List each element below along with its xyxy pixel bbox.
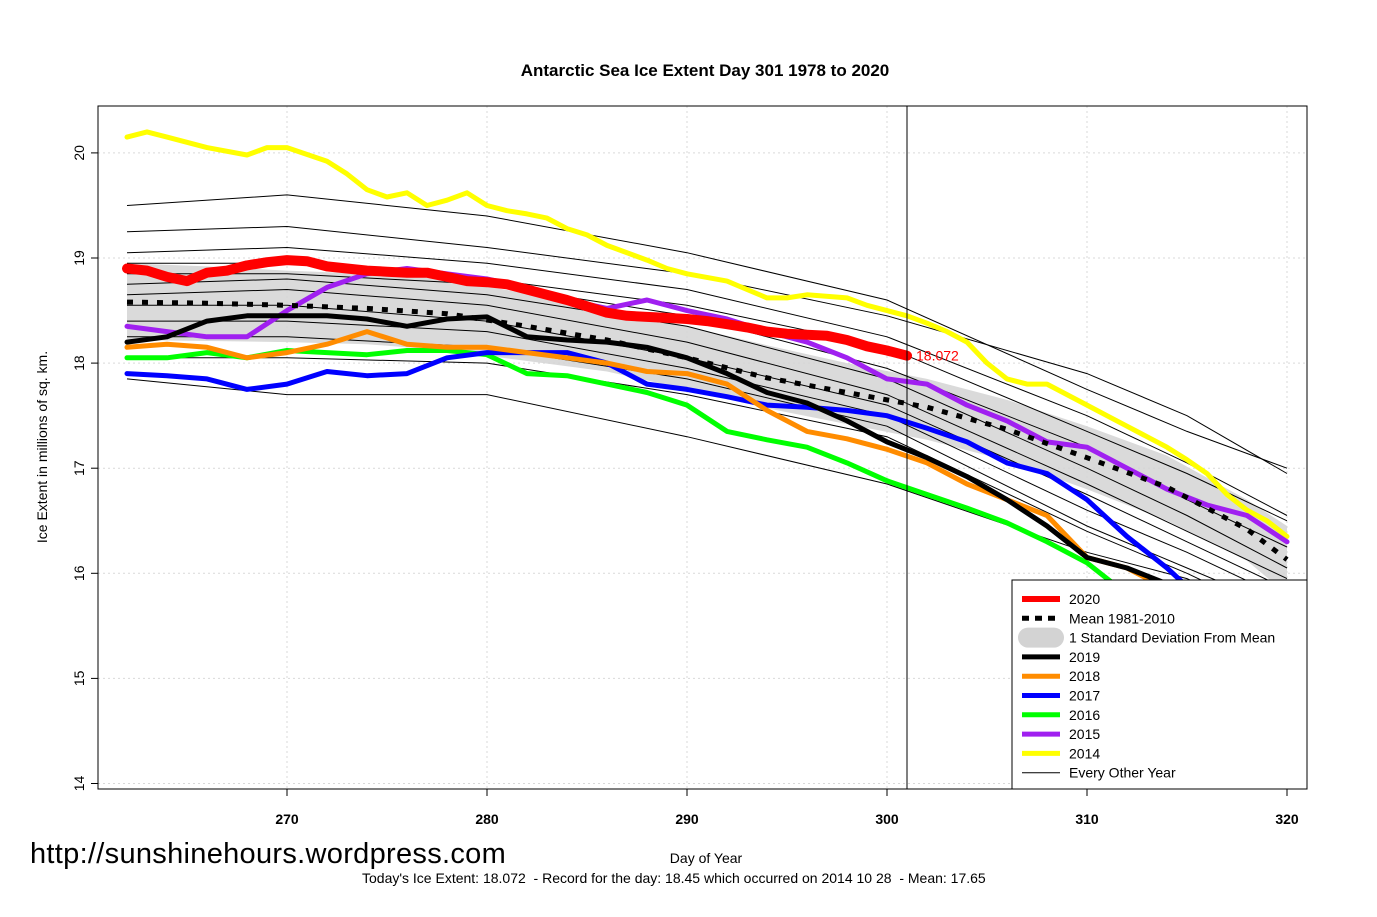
legend-label-2017: 2017 xyxy=(1069,688,1100,704)
series-line-2014 xyxy=(124,129,1290,539)
series-lines xyxy=(122,129,1290,765)
x-tick-label: 300 xyxy=(875,811,899,827)
every-other-year-line-11 xyxy=(127,357,1288,622)
x-axis: 270 280 290 300 310 320 xyxy=(275,789,1299,827)
series-line-2017 xyxy=(124,350,1290,666)
y-axis: 14 15 16 17 18 19 20 xyxy=(71,145,98,791)
x-tick-label: 290 xyxy=(675,811,699,827)
current-value-label: 18.072 xyxy=(916,348,959,364)
series-line-2016 xyxy=(124,348,1290,765)
every-other-year-line-1 xyxy=(126,194,1288,469)
watermark-url: http://sunshinehours.wordpress.com xyxy=(30,838,507,870)
x-tick-label: 310 xyxy=(1075,811,1099,827)
legend: 2020 Mean 1981-2010 1 Standard Deviation F… xyxy=(1011,579,1308,790)
legend-label-2020: 2020 xyxy=(1069,591,1100,607)
legend-label-2018: 2018 xyxy=(1069,668,1100,684)
every-other-year-line-6 xyxy=(126,278,1288,569)
x-tick-label: 320 xyxy=(1275,811,1299,827)
legend-box xyxy=(1011,579,1308,790)
y-tick-label: 18 xyxy=(71,355,87,371)
y-tick-label: 19 xyxy=(71,250,87,266)
x-tick-label: 280 xyxy=(475,811,499,827)
every-other-year-line-8 xyxy=(127,304,1288,590)
series-line-2015 xyxy=(124,266,1290,545)
y-tick-label: 20 xyxy=(71,145,87,161)
series-line-mean-1981-2010 xyxy=(126,299,1289,562)
legend-label-2019: 2019 xyxy=(1069,649,1100,665)
legend-label-2014: 2014 xyxy=(1069,745,1100,761)
every-other-year-line-9 xyxy=(127,320,1288,601)
every-other-year-line-3 xyxy=(126,246,1288,516)
legend-label-every-other-year: Every Other Year xyxy=(1069,765,1176,781)
every-other-year-line-2 xyxy=(126,225,1288,474)
legend-swatch-1-standard-deviation-from-mean xyxy=(1018,627,1064,648)
legend-label-mean-1981-2010: Mean 1981-2010 xyxy=(1069,610,1175,626)
every-other-year-line-10 xyxy=(127,336,1288,611)
x-axis-label: Day of Year xyxy=(670,850,743,866)
x-tick-label: 270 xyxy=(275,811,299,827)
plot-frame xyxy=(97,105,1308,790)
legend-label-2015: 2015 xyxy=(1069,726,1100,742)
series-line-2020 xyxy=(122,255,912,361)
legend-label-2016: 2016 xyxy=(1069,707,1100,723)
y-axis-label: Ice Extent in millions of sq. km. xyxy=(34,351,50,543)
y-tick-label: 16 xyxy=(71,565,87,581)
chart-title: Antarctic Sea Ice Extent Day 301 1978 to… xyxy=(521,61,890,80)
y-tick-label: 17 xyxy=(71,460,87,476)
legend-label-1-standard-deviation-from-mean: 1 Standard Deviation From Mean xyxy=(1069,630,1275,646)
series-line-2019 xyxy=(124,313,1290,687)
y-tick-label: 15 xyxy=(71,670,87,686)
y-tick-label: 14 xyxy=(71,776,87,792)
stats-footer: Today's Ice Extent: 18.072 - Record for … xyxy=(362,870,986,886)
